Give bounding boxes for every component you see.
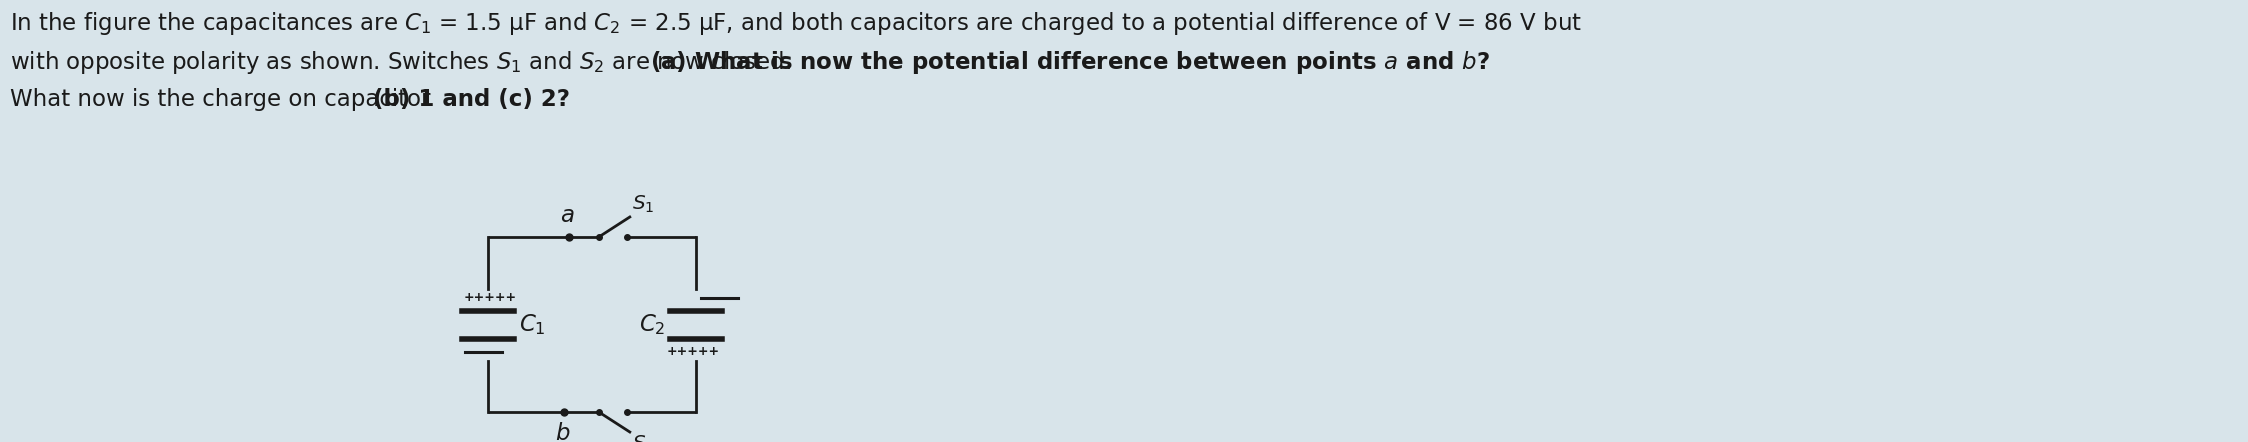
Text: with opposite polarity as shown. Switches $S_1$ and $S_2$ are now closed.: with opposite polarity as shown. Switche… (9, 49, 794, 76)
Text: (b) 1 and (c) 2?: (b) 1 and (c) 2? (373, 88, 571, 111)
Text: $S_1$: $S_1$ (632, 194, 654, 215)
Text: +++++: +++++ (463, 291, 517, 304)
Text: (a) What is now the potential difference between points $\mathit{a}$ and $\mathi: (a) What is now the potential difference… (650, 49, 1490, 76)
Text: $S_2$: $S_2$ (632, 434, 654, 442)
Text: $C_1$: $C_1$ (519, 312, 546, 337)
Text: What now is the charge on capacitor: What now is the charge on capacitor (9, 88, 438, 111)
Text: In the figure the capacitances are $C_1$ = 1.5 μF and $C_2$ = 2.5 μF, and both c: In the figure the capacitances are $C_1$… (9, 10, 1583, 37)
Text: $C_2$: $C_2$ (638, 312, 665, 337)
Text: +++++: +++++ (668, 345, 719, 358)
Text: b: b (555, 422, 569, 442)
Text: a: a (560, 204, 575, 227)
